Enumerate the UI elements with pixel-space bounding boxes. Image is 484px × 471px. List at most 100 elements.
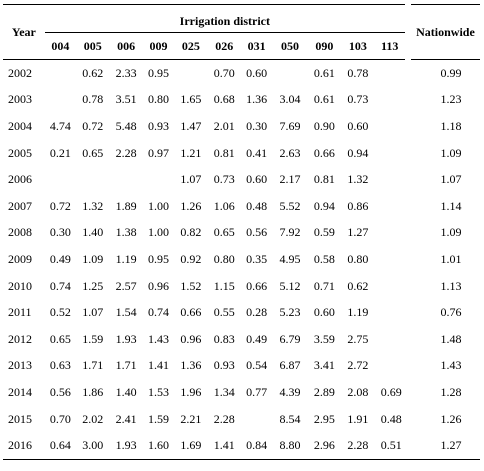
nationwide-cell: 1.26 <box>440 411 462 426</box>
value-cell: 5.23 <box>279 305 301 320</box>
year-cell: 2004 <box>8 118 32 133</box>
value-cell: 1.36 <box>180 358 202 373</box>
value-cell: 0.66 <box>246 278 268 293</box>
value-cell <box>375 246 408 273</box>
value-cell: 1.25 <box>82 278 104 293</box>
data-table-container: Year Irrigation district Nationwide 004 0… <box>3 4 480 460</box>
value-cell: 0.94 <box>347 145 369 160</box>
value-cell: 0.80 <box>347 251 369 266</box>
value-cell: 0.78 <box>82 92 104 107</box>
value-cell: 1.40 <box>115 384 137 399</box>
value-cell: 4.95 <box>279 251 301 266</box>
value-cell: 0.66 <box>313 145 335 160</box>
district-code-header: 031 <box>247 38 266 53</box>
irrigation-table: Year Irrigation district Nationwide 004 0… <box>3 4 480 460</box>
value-cell: 0.49 <box>49 251 71 266</box>
nationwide-cell: 1.18 <box>440 118 462 133</box>
header-row-top: Year Irrigation district Nationwide <box>3 4 480 60</box>
table-row: 2006 1.07 0.73 0.60 2.17 0.81 1.32 1.07 <box>3 166 480 193</box>
table-row: 2007 0.72 1.32 1.89 1.00 1.26 1.06 0.48 5.52 0.94… <box>3 193 480 220</box>
value-cell <box>45 60 76 87</box>
value-cell: 1.26 <box>180 198 202 213</box>
table-row: 2011 0.52 1.07 1.54 0.74 0.66 0.55 0.28 5.23 0.60… <box>3 299 480 326</box>
value-cell: 4.39 <box>279 384 301 399</box>
value-cell: 1.59 <box>82 331 104 346</box>
value-cell: 6.79 <box>279 331 301 346</box>
table-body: 2002 0.62 2.33 0.95 0.70 0.60 0.61 0.78 0.99 2003… <box>3 60 480 460</box>
value-cell: 0.81 <box>213 145 235 160</box>
value-cell: 1.00 <box>148 225 169 240</box>
value-cell: 1.65 <box>180 92 202 107</box>
value-cell: 0.58 <box>313 251 335 266</box>
value-cell: 1.59 <box>148 411 169 426</box>
district-code-header: 006 <box>117 38 136 53</box>
value-cell: 1.71 <box>115 358 137 373</box>
value-cell: 1.07 <box>82 305 104 320</box>
value-cell: 2.28 <box>347 438 369 453</box>
district-code-header: 103 <box>348 38 367 53</box>
district-code-header: 009 <box>149 38 168 53</box>
year-cell: 2002 <box>8 65 32 80</box>
value-cell: 0.82 <box>180 225 202 240</box>
year-cell: 2014 <box>8 384 32 399</box>
value-cell: 0.97 <box>148 145 169 160</box>
value-cell: 1.53 <box>148 384 169 399</box>
value-cell <box>375 87 408 114</box>
value-cell: 0.93 <box>213 358 235 373</box>
value-cell: 0.62 <box>82 65 104 80</box>
value-cell: 7.92 <box>279 225 301 240</box>
value-cell: 1.47 <box>180 118 202 133</box>
value-cell: 0.68 <box>213 92 235 107</box>
value-cell: 1.43 <box>148 331 169 346</box>
value-cell: 0.77 <box>246 384 268 399</box>
value-cell: 0.83 <box>213 331 235 346</box>
value-cell: 0.60 <box>347 118 369 133</box>
value-cell: 0.74 <box>148 305 169 320</box>
value-cell: 1.34 <box>213 384 235 399</box>
value-cell: 0.51 <box>380 438 402 453</box>
value-cell <box>375 353 408 380</box>
nationwide-cell: 1.48 <box>440 331 462 346</box>
value-cell: 1.32 <box>347 172 369 187</box>
value-cell: 3.59 <box>313 331 335 346</box>
nationwide-cell: 1.14 <box>440 198 462 213</box>
table-row: 2009 0.49 1.09 1.19 0.95 0.92 0.80 0.35 4.95 0.58… <box>3 246 480 273</box>
header-row-codes: 004 005 006 009 025 026 031 050 090 103 113 <box>3 33 480 60</box>
nationwide-cell: 1.23 <box>440 92 462 107</box>
value-cell: 0.48 <box>246 198 268 213</box>
value-cell: 2.95 <box>313 411 335 426</box>
value-cell: 0.21 <box>49 145 71 160</box>
value-cell: 1.38 <box>115 225 137 240</box>
nationwide-cell: 0.76 <box>440 305 462 320</box>
value-cell: 2.02 <box>82 411 104 426</box>
year-cell: 2016 <box>8 438 32 453</box>
value-cell: 0.72 <box>49 198 71 213</box>
value-cell: 0.59 <box>313 225 335 240</box>
value-cell: 2.75 <box>347 331 369 346</box>
value-cell: 2.08 <box>347 384 369 399</box>
value-cell: 2.41 <box>115 411 137 426</box>
table-row: 2014 0.56 1.86 1.40 1.53 1.96 1.34 0.77 4.39 2.89… <box>3 379 480 406</box>
value-cell <box>375 193 408 220</box>
year-cell: 2006 <box>8 172 32 187</box>
nationwide-cell: 1.13 <box>440 278 462 293</box>
value-cell <box>45 87 76 114</box>
value-cell: 3.00 <box>82 438 104 453</box>
value-cell: 2.96 <box>313 438 335 453</box>
value-cell: 0.80 <box>148 92 169 107</box>
value-cell: 8.54 <box>279 411 301 426</box>
value-cell: 0.30 <box>49 225 71 240</box>
table-row: 2013 0.63 1.71 1.71 1.41 1.36 0.93 0.54 6.87 3.41… <box>3 353 480 380</box>
year-header: Year <box>3 4 45 60</box>
value-cell: 2.33 <box>115 65 137 80</box>
nationwide-cell: 1.43 <box>440 358 462 373</box>
district-code-header: 004 <box>51 38 70 53</box>
value-cell: 1.60 <box>148 438 169 453</box>
value-cell: 0.62 <box>347 278 369 293</box>
value-cell: 1.27 <box>347 225 369 240</box>
value-cell: 2.72 <box>347 358 369 373</box>
value-cell: 0.56 <box>246 225 268 240</box>
table-row: 2016 0.64 3.00 1.93 1.60 1.69 1.41 0.84 8.80 2.96… <box>3 432 480 460</box>
year-cell: 2011 <box>8 305 32 320</box>
value-cell: 0.84 <box>246 438 268 453</box>
